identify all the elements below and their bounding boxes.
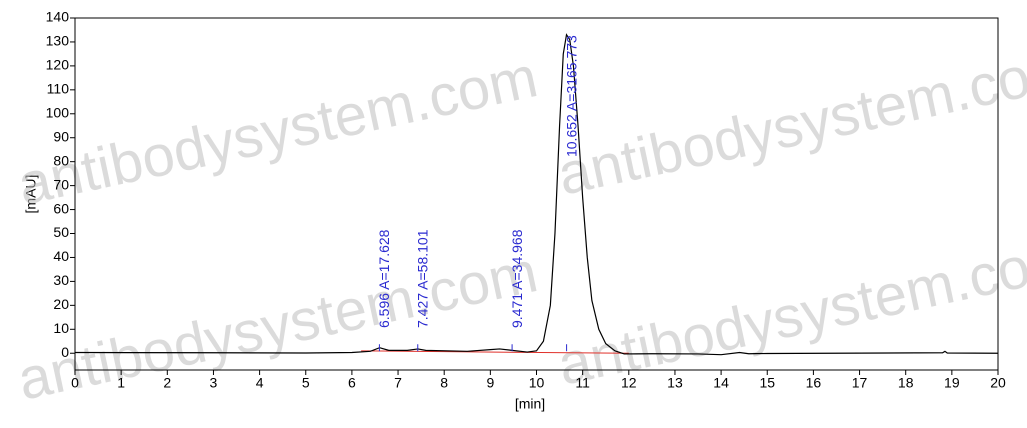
y-tick-label: 90 [53,128,69,144]
watermark: antibodysystem.com [552,34,1027,207]
trace-line [74,33,999,356]
integration-baseline [361,350,629,354]
x-tick-label: 14 [713,375,729,391]
x-tick-label: 17 [852,375,868,391]
y-tick-label: 60 [53,200,69,216]
x-tick-label: 4 [256,375,264,391]
x-tick-label: 16 [806,375,822,391]
x-tick-label: 20 [990,375,1006,391]
x-tick-label: 7 [394,375,402,391]
x-tick-label: 18 [898,375,914,391]
y-tick-label: 20 [53,296,69,312]
watermark: antibodysystem.com [12,44,543,217]
x-tick-label: 10 [529,375,545,391]
watermark: antibodysystem.com [552,224,1027,397]
y-tick-label: 80 [53,152,69,168]
y-tick-label: 130 [46,33,70,49]
y-tick-label: 70 [53,176,69,192]
y-axis-label: [mAU] [23,175,39,214]
x-tick-label: 6 [348,375,356,391]
x-tick-label: 9 [486,375,494,391]
y-tick-label: 40 [53,248,69,264]
y-tick-label: 100 [46,104,70,120]
x-tick-label: 8 [440,375,448,391]
x-axis-label: [min] [515,396,545,412]
x-tick-label: 15 [759,375,775,391]
peak-label: 7.427 A=58.101 [414,229,430,328]
peak-label: 9.471 A=34.968 [509,229,525,328]
y-tick-label: 0 [61,344,69,360]
y-tick-label: 110 [47,81,70,97]
y-tick-label: 140 [46,9,70,25]
y-tick-label: 30 [53,272,69,288]
peak-label: 6.596 A=17.628 [376,229,392,328]
x-tick-label: 2 [163,375,171,391]
y-tick-label: 10 [53,320,69,336]
x-tick-label: 0 [71,375,79,391]
x-tick-label: 12 [621,375,637,391]
x-tick-label: 11 [575,375,590,391]
x-tick-label: 13 [667,375,683,391]
x-tick-label: 19 [944,375,960,391]
y-tick-label: 50 [53,224,69,240]
watermark: antibodysystem.com [12,239,543,412]
y-tick-label: 120 [46,57,70,73]
peak-label: 10.652 A=3165.773 [563,35,579,157]
x-tick-label: 5 [302,375,310,391]
x-tick-label: 3 [210,375,218,391]
x-tick-label: 1 [117,375,125,391]
